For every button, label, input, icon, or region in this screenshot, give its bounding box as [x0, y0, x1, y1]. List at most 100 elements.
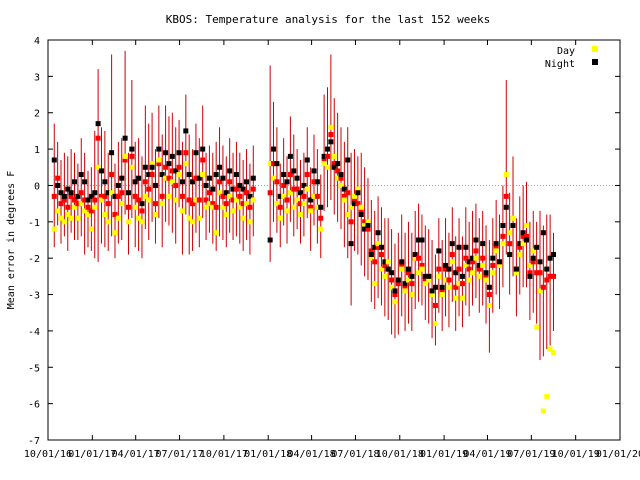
night-point: [524, 237, 530, 243]
night-point: [368, 252, 374, 258]
mean-point: [432, 302, 438, 308]
day-point: [483, 277, 489, 283]
night-point: [250, 175, 256, 181]
night-point: [237, 182, 243, 188]
day-point: [432, 321, 438, 327]
mean-point: [186, 197, 192, 203]
night-point: [85, 197, 91, 203]
mean-point: [213, 204, 219, 210]
mean-point: [277, 204, 283, 210]
day-point: [412, 255, 418, 261]
mean-point: [152, 201, 158, 207]
day-point: [183, 161, 189, 167]
night-point: [365, 222, 371, 228]
y-tick-label: -2: [28, 254, 40, 265]
mean-point: [520, 233, 526, 239]
day-point: [88, 226, 94, 232]
y-tick-label: 3: [34, 72, 40, 83]
day-point: [65, 212, 71, 218]
day-point: [513, 270, 519, 276]
day-point: [409, 292, 415, 298]
night-point: [176, 150, 182, 156]
night-point: [61, 193, 67, 199]
night-point: [173, 168, 179, 174]
mean-point: [470, 259, 476, 265]
mean-point: [490, 262, 496, 268]
day-point: [318, 226, 324, 232]
night-point: [362, 226, 368, 232]
night-point: [98, 168, 104, 174]
day-point: [534, 324, 540, 330]
night-point: [281, 172, 287, 178]
day-point: [439, 292, 445, 298]
day-point: [486, 302, 492, 308]
day-point: [61, 219, 67, 225]
night-point: [429, 288, 435, 294]
mean-point: [436, 266, 442, 272]
day-point: [274, 201, 280, 207]
mean-point: [298, 201, 304, 207]
mean-point: [375, 244, 381, 250]
night-point: [149, 164, 155, 170]
day-point: [72, 204, 78, 210]
day-point: [301, 201, 307, 207]
mean-point: [169, 168, 175, 174]
mean-point: [473, 248, 479, 254]
night-point: [449, 241, 455, 247]
day-point: [200, 172, 206, 178]
day-point: [247, 219, 253, 225]
mean-point: [530, 259, 536, 265]
mean-point: [537, 270, 543, 276]
day-point: [355, 186, 361, 192]
night-point: [311, 168, 317, 174]
mean-point: [456, 266, 462, 272]
mean-point: [129, 153, 135, 159]
night-point: [409, 273, 415, 279]
day-point: [217, 190, 223, 196]
day-point: [547, 346, 553, 352]
night-point: [277, 193, 283, 199]
mean-point: [230, 197, 236, 203]
day-point: [341, 197, 347, 203]
mean-point: [142, 179, 148, 185]
day-point: [281, 193, 287, 199]
night-point: [507, 252, 513, 258]
night-point: [321, 153, 327, 159]
mean-point: [267, 190, 273, 196]
mean-point: [112, 212, 118, 218]
mean-point: [308, 204, 314, 210]
x-tick-label: 04/01/18: [288, 449, 336, 460]
day-point: [146, 197, 152, 203]
night-point: [55, 182, 61, 188]
night-point: [119, 175, 125, 181]
day-point: [459, 295, 465, 301]
mean-point: [176, 164, 182, 170]
mean-point: [294, 186, 300, 192]
mean-point: [237, 193, 243, 199]
day-point: [75, 215, 81, 221]
y-tick-label: -7: [28, 436, 40, 447]
mean-point: [247, 204, 253, 210]
mean-point: [483, 273, 489, 279]
mean-point: [122, 157, 128, 163]
day-point: [119, 201, 125, 207]
mean-point: [463, 255, 469, 261]
mean-point: [449, 252, 455, 258]
legend-marker-night: [592, 59, 598, 65]
mean-point: [500, 233, 506, 239]
day-point: [422, 281, 428, 287]
mean-point: [392, 292, 398, 298]
mean-point: [368, 248, 374, 254]
mean-point: [149, 172, 155, 178]
day-point: [267, 161, 273, 167]
day-point: [446, 284, 452, 290]
day-point: [304, 186, 310, 192]
night-point: [196, 175, 202, 181]
mean-point: [358, 208, 364, 214]
mean-point: [136, 197, 142, 203]
day-point: [419, 266, 425, 272]
night-point: [338, 172, 344, 178]
night-point: [439, 284, 445, 290]
night-point: [510, 222, 516, 228]
